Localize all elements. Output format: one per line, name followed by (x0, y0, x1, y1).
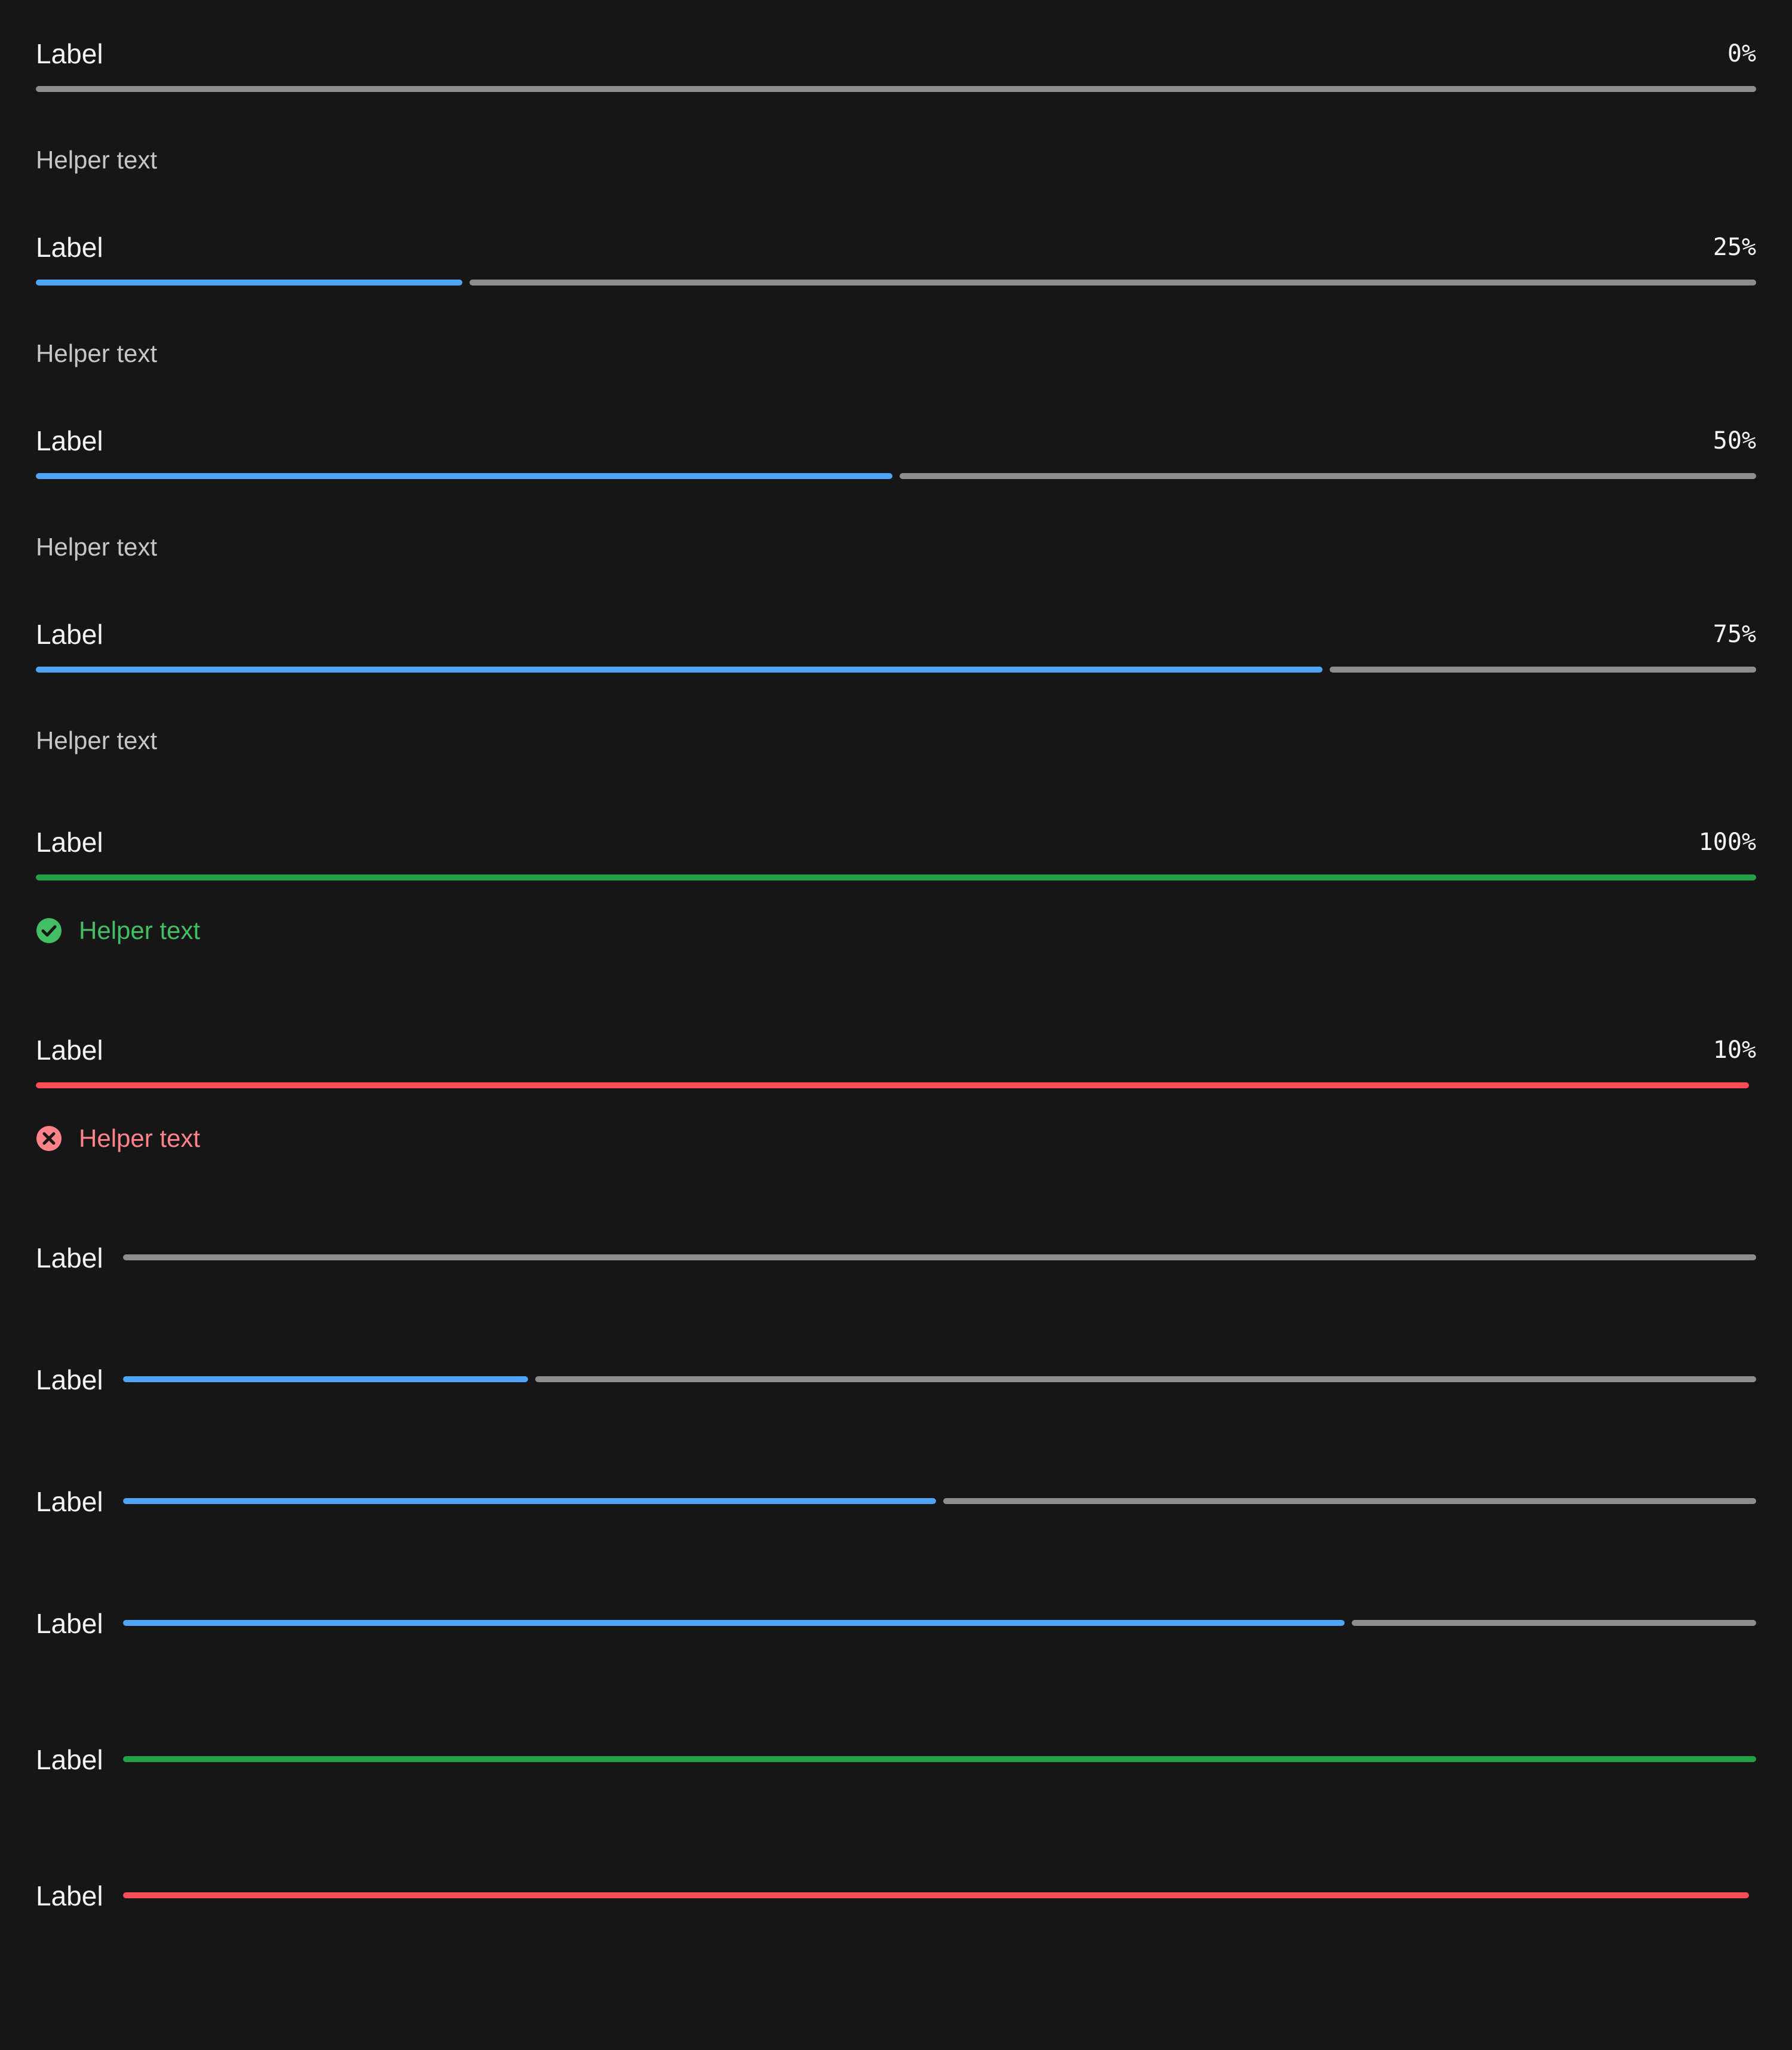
progress-label: Label (36, 425, 103, 456)
progress-remaining (123, 1254, 1756, 1260)
progress-remaining (900, 473, 1756, 479)
progress-bar-25: Label 25% Helper text (36, 229, 1756, 367)
progress-percent: 10% (1713, 1036, 1756, 1064)
progress-track (123, 1498, 1756, 1504)
helper-text: Helper text (79, 916, 201, 944)
inline-progress-bar-25: Label (36, 1362, 1756, 1398)
helper-text: Helper text (36, 146, 158, 174)
progress-label: Label (36, 1744, 103, 1775)
progress-fill (36, 280, 462, 286)
progress-bar-error: Label 10% Helper text (36, 1032, 1756, 1152)
progress-fill (123, 1620, 1345, 1626)
progress-label: Label (36, 1364, 103, 1395)
checkmark-filled-icon (36, 918, 62, 943)
helper-text: Helper text (79, 1124, 201, 1152)
progress-percent: 50% (1713, 427, 1756, 455)
inline-progress-bar-50: Label (36, 1484, 1756, 1520)
progress-fill (36, 874, 1756, 880)
progress-percent: 0% (1727, 40, 1756, 67)
progress-track (36, 667, 1756, 673)
progress-fill (123, 1376, 528, 1382)
progress-bar-50: Label 50% Helper text (36, 423, 1756, 561)
inline-progress-bar-error: Label (36, 1878, 1756, 1914)
progress-fill (123, 1498, 936, 1504)
progress-fill (36, 473, 892, 479)
helper-text: Helper text (36, 339, 158, 367)
progress-fill (123, 1756, 1756, 1762)
helper-error: Helper text (36, 1122, 200, 1155)
progress-track (36, 86, 1756, 92)
progress-fill (36, 667, 1322, 673)
progress-percent: 75% (1713, 621, 1756, 648)
progress-track (36, 473, 1756, 479)
inline-progress-bar-finished: Label (36, 1742, 1756, 1778)
progress-label: Label (36, 1035, 103, 1066)
progress-track (123, 1620, 1756, 1626)
progress-fill (36, 1082, 1749, 1088)
progress-track (123, 1376, 1756, 1382)
progress-remaining (36, 86, 1756, 92)
helper-text: Helper text (36, 726, 158, 754)
progress-track (123, 1756, 1756, 1762)
progress-percent: 25% (1713, 234, 1756, 261)
helper-success: Helper text (36, 914, 200, 947)
progress-bar-75: Label 75% Helper text (36, 616, 1756, 754)
progress-label: Label (36, 1242, 103, 1273)
helper-text: Helper text (36, 533, 158, 561)
progress-remaining (470, 280, 1756, 286)
progress-label: Label (36, 827, 103, 858)
progress-track (36, 874, 1756, 880)
progress-remaining (943, 1498, 1756, 1504)
progress-remaining (1351, 1620, 1756, 1626)
progress-track (123, 1254, 1756, 1260)
progress-track (36, 280, 1756, 286)
progress-label: Label (36, 1880, 103, 1911)
progress-fill (123, 1892, 1749, 1898)
progress-label: Label (36, 232, 103, 263)
progress-label: Label (36, 38, 103, 69)
progress-label: Label (36, 619, 103, 650)
progress-remaining (1330, 667, 1756, 673)
progress-bar-0: Label 0% Helper text (36, 36, 1756, 174)
progress-label: Label (36, 1486, 103, 1517)
progress-remaining (535, 1376, 1756, 1382)
inline-progress-bar-0: Label (36, 1240, 1756, 1276)
error-filled-icon (36, 1126, 62, 1151)
progress-bar-finished: Label 100% Helper text (36, 824, 1756, 944)
progress-track (36, 1082, 1749, 1088)
progress-label: Label (36, 1608, 103, 1639)
progress-percent: 100% (1698, 828, 1756, 856)
inline-progress-bar-75: Label (36, 1606, 1756, 1641)
progress-track (123, 1892, 1749, 1898)
